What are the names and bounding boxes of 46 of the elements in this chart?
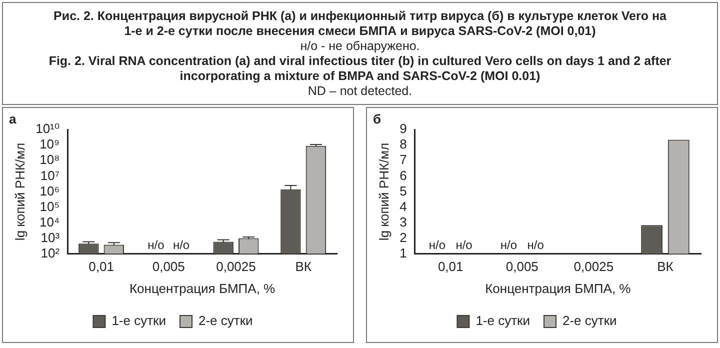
legend-label: 1-е сутки [112,313,166,328]
y-tick-label: 10⁶ [40,183,60,198]
y-axis-title: lg копий РНК/мл [376,142,392,241]
text: н/о - не обнаружено. [299,39,421,54]
y-tick-label: 9 [400,121,407,136]
y-tick-label: 8 [400,136,407,152]
chart-title: а [9,111,17,126]
y-tick-label: 10⁴ [40,214,60,230]
x-tick-label: 0,0025 [574,259,614,274]
y-tick-label: 7 [400,152,407,168]
x-axis-title: Концентрация БМПА, % [485,280,632,296]
y-axis-title: lg копий РНК/мл [12,142,28,241]
y-tick-label: 10⁸ [40,152,60,168]
text: н/о [527,238,544,252]
y-tick-label: 10⁷ [40,168,60,183]
y-tick-label: 2 [400,230,407,245]
y-tick-label: 10² [40,245,60,260]
legend-label: 2-е сутки [562,313,617,328]
text: ND – not detected. [306,84,414,99]
text: н/о [148,238,164,252]
x-axis-title: Концентрация БМПА, % [129,280,276,296]
text: н/о [428,238,446,252]
legend-label: 2-е сутки [198,313,253,328]
x-tick-label: 0,01 [88,259,114,274]
y-tick-label: 10⁵ [40,198,60,214]
text: н/о [500,238,518,252]
y-tick-label: 1 [400,245,407,260]
x-tick-label: 0,005 [152,259,185,274]
y-tick-label: 10⁹ [40,136,60,152]
y-tick-label: 6 [400,168,407,183]
y-tick-label: 10³ [40,230,60,245]
x-tick-label: 0,005 [506,259,538,274]
text: н/о [456,238,472,252]
y-tick-label: 3 [400,214,407,230]
legend-label: 1-е сутки [476,313,530,328]
x-tick-label: 0,01 [438,259,464,274]
y-tick-label: 5 [400,183,407,198]
x-tick-label: 0,0025 [216,259,256,274]
x-tick-label: ВК [295,259,312,274]
text: н/о [172,238,190,252]
chart-title: б [373,111,382,126]
x-tick-label: ВК [657,259,674,274]
y-tick-label: 10¹⁰ [36,121,60,136]
y-tick-label: 4 [400,198,407,214]
caption: Fig. 2. Viral RNA concentration (a) and viral infectious titer (b) in cultured Vero cells on days 1 and 2 after incorporating a mixture of BMPA and SARS-CoV-2 (MOI 0.01) [48,54,672,84]
text: Рис. 2. Концентрация вирусной РНК (а) и инфекционный титр вируса (б) в культуре клеток Vero на 1-е и 2-е сутки после внесения смеси БМПА и вируса SARS-CoV-2 (MOI 0,01) [52,9,668,39]
